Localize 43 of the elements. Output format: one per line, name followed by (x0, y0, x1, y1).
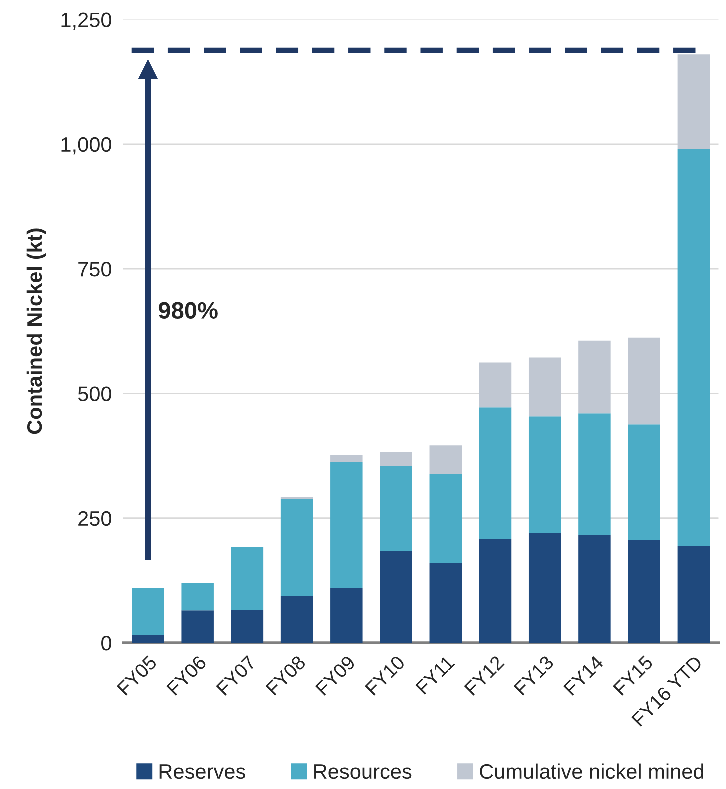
bar (528, 358, 562, 417)
annotation: 980% (158, 302, 218, 320)
y-axis-title: Contained Nickel (kt) (26, 228, 46, 434)
bar (330, 588, 363, 644)
y-tick-label: 500 (78, 386, 112, 402)
bar (380, 452, 412, 467)
bar (528, 416, 562, 534)
bar (231, 547, 264, 610)
bar (280, 499, 314, 596)
bar (380, 466, 412, 552)
bar (678, 546, 710, 644)
legend-label: Reserves (160, 764, 246, 780)
bar (628, 540, 660, 644)
bar (430, 563, 462, 644)
bar (678, 149, 710, 546)
bar (578, 414, 611, 536)
bar (528, 533, 562, 644)
bar (628, 338, 660, 425)
y-tick-label: 750 (78, 262, 112, 277)
bar (132, 588, 164, 636)
bar (380, 551, 412, 644)
bar (678, 54, 710, 150)
y-tick-label: 0 (102, 636, 112, 651)
bar (479, 362, 512, 408)
bar (578, 535, 611, 644)
bar (479, 539, 512, 644)
bar (430, 446, 462, 474)
y-tick-label: 1,000 (62, 137, 112, 155)
bar (479, 408, 512, 540)
legend-label: Resources (314, 764, 412, 780)
bar (628, 424, 660, 540)
bar (280, 596, 314, 644)
bar (231, 610, 264, 644)
bar (578, 340, 611, 414)
y-tick-label: 1,250 (62, 12, 112, 30)
legend-label: Cumulative nickel mined (480, 764, 704, 780)
bar (182, 583, 214, 611)
bar (330, 456, 363, 463)
bar (430, 474, 462, 564)
bar (132, 635, 164, 644)
bar (182, 610, 214, 644)
y-tick-label: 250 (78, 511, 112, 526)
bar (330, 462, 363, 588)
